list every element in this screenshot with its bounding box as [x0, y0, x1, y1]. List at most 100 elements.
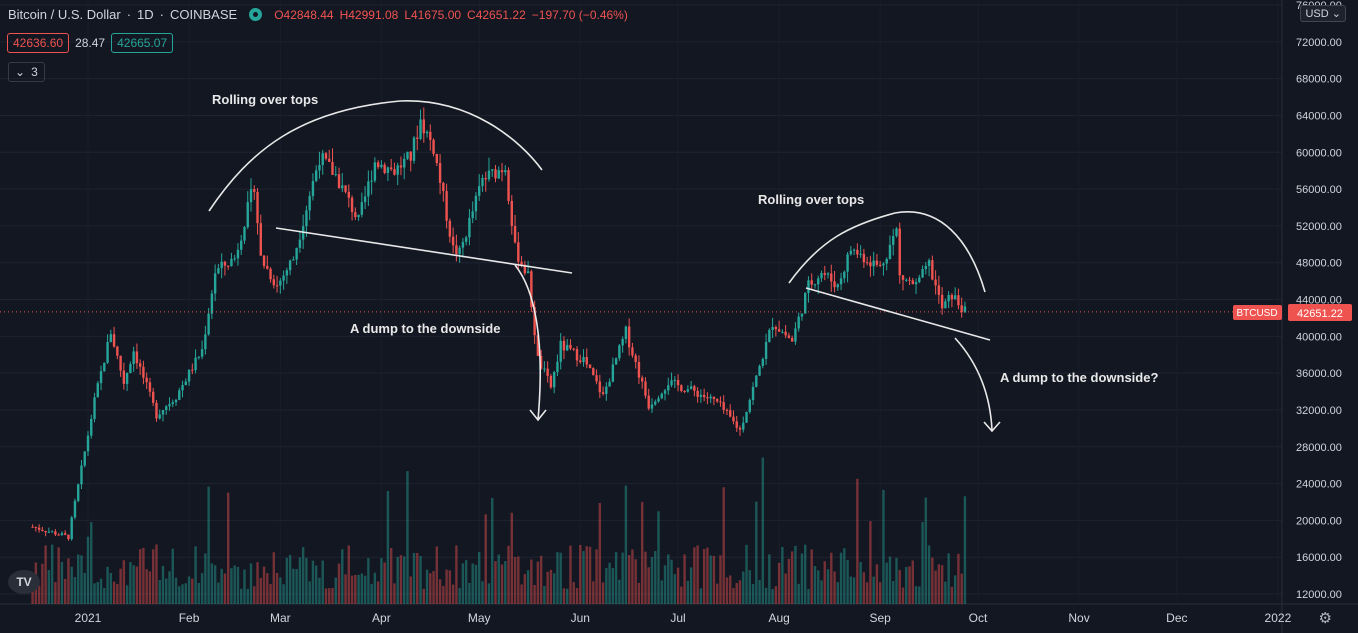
volume-bar [213, 565, 217, 604]
interval[interactable]: 1D [137, 7, 154, 22]
candle-body [416, 137, 419, 139]
candle-body [191, 369, 194, 371]
volume-bar [357, 574, 360, 604]
volume-bar [83, 572, 86, 604]
volume-bar [918, 586, 921, 604]
volume-bar [676, 567, 680, 604]
candle-body [771, 326, 774, 331]
volume-bar [859, 562, 862, 604]
candle-body [34, 526, 38, 528]
currency-label: USD [1305, 8, 1329, 20]
candle-body [383, 164, 386, 173]
candle-body [93, 397, 96, 419]
volume-bar [817, 570, 820, 604]
volume-bar [292, 568, 295, 604]
volume-bar [178, 586, 181, 604]
indicators-toggle[interactable]: ⌄ 3 [8, 62, 45, 82]
buy-button[interactable]: 42665.07 [111, 33, 174, 53]
candle-body [54, 531, 57, 535]
candle-body [217, 268, 220, 274]
currency-select[interactable]: USD ⌄ [1300, 5, 1346, 22]
volume-bar [99, 578, 103, 604]
volume-bar [194, 546, 197, 604]
exchange: COINBASE [170, 7, 238, 22]
candle-body [331, 161, 334, 175]
candle-body [282, 275, 285, 281]
candle-body [875, 260, 879, 265]
symbol-legend[interactable]: Bitcoin / U.S. Dollar · 1D · COINBASE O4… [8, 7, 628, 22]
volume-bar [572, 582, 575, 604]
volume-bars [31, 457, 967, 604]
candle-body [57, 534, 60, 536]
candle-body [680, 385, 683, 391]
candle-body [288, 260, 292, 271]
candle-body [569, 344, 572, 349]
volume-bar [641, 501, 644, 604]
drawings [208, 100, 1001, 433]
candle-body [641, 377, 644, 382]
volume-bar [526, 570, 530, 604]
candle-body [315, 170, 318, 182]
volume-bar [761, 457, 765, 604]
candle-body [774, 326, 778, 330]
volume-bar [715, 583, 719, 604]
candle-body [667, 385, 670, 391]
volume-bar [197, 582, 201, 604]
candle-body [73, 500, 77, 518]
volume-bar [422, 588, 425, 604]
gear-icon[interactable]: ⚙ [1318, 610, 1332, 627]
volume-bar [41, 563, 44, 604]
volume-bar [80, 555, 83, 604]
candle-body [742, 422, 745, 430]
volume-bar [585, 546, 588, 604]
candle-body [722, 402, 725, 410]
volume-bar [627, 555, 631, 604]
volume-bar [129, 561, 132, 604]
market-status-icon[interactable] [249, 8, 263, 21]
volume-bar [605, 568, 608, 604]
volume-bar [432, 571, 435, 604]
candle-body [686, 389, 690, 392]
volume-bar [308, 581, 311, 604]
volume-bar [921, 522, 924, 604]
volume-bar [510, 512, 513, 604]
candle-body [445, 191, 448, 221]
sell-button[interactable]: 42636.60 [7, 33, 70, 53]
candle-body [249, 189, 253, 203]
volume-bar [706, 547, 709, 604]
candle-body [200, 349, 204, 357]
volume-bar [471, 563, 474, 604]
x-tick-label: Jul [670, 611, 685, 625]
candle-body [152, 391, 155, 403]
volume-bar [73, 577, 77, 604]
volume-bar [931, 557, 934, 604]
volume-bar [536, 561, 540, 604]
volume-bar [901, 587, 905, 604]
bid-ask-row: 42636.60 28.47 42665.07 [7, 33, 174, 53]
candle-body [865, 262, 869, 264]
tradingview-logo-icon[interactable]: TV [8, 570, 40, 594]
candle-body [279, 280, 282, 286]
candle-body [363, 196, 367, 203]
volume-bar [927, 545, 931, 604]
candle-body [657, 398, 660, 402]
x-tick-label: 2022 [1265, 611, 1292, 625]
candle-body [582, 357, 585, 363]
candle-body [784, 331, 787, 336]
candle-body [562, 340, 566, 351]
candle-body [820, 273, 823, 279]
volume-bar [109, 572, 113, 604]
volume-bar [569, 545, 572, 604]
volume-bar [582, 551, 585, 604]
volume-bar [461, 563, 465, 604]
volume-bar [458, 587, 461, 604]
last-price-tag: 42651.22 [1297, 308, 1343, 320]
volume-bar [103, 588, 106, 604]
candle-body [911, 280, 914, 285]
volume-bar [383, 562, 386, 604]
candle-body [275, 285, 279, 287]
candle-body [178, 390, 181, 400]
volume-bar [406, 471, 409, 604]
volume-bar [637, 582, 641, 604]
